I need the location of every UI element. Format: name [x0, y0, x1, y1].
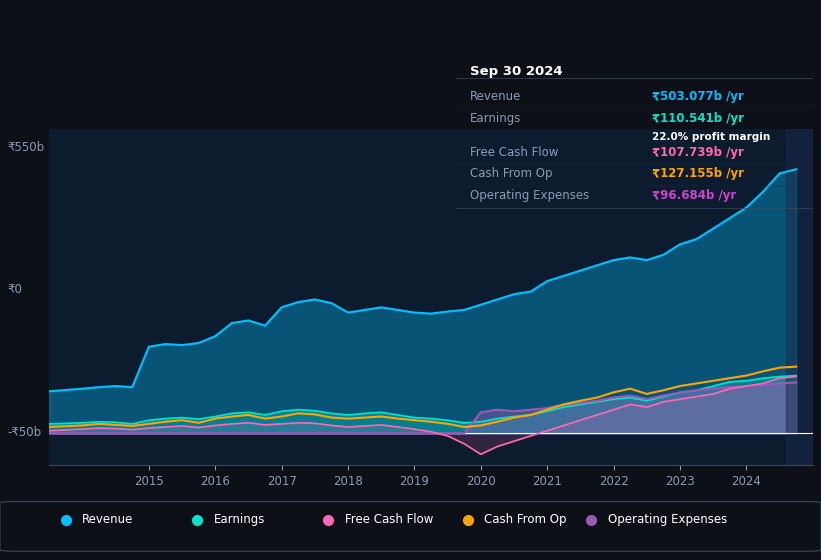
- Text: Revenue: Revenue: [82, 513, 134, 526]
- Text: ₹96.684b /yr: ₹96.684b /yr: [652, 189, 736, 202]
- Text: -₹50b: -₹50b: [7, 426, 41, 439]
- Text: 22.0% profit margin: 22.0% profit margin: [652, 132, 770, 142]
- Text: Operating Expenses: Operating Expenses: [608, 513, 727, 526]
- Text: ₹550b: ₹550b: [7, 141, 44, 153]
- Text: ₹107.739b /yr: ₹107.739b /yr: [652, 146, 744, 158]
- Text: Earnings: Earnings: [470, 112, 521, 125]
- Text: Cash From Op: Cash From Op: [484, 513, 566, 526]
- Text: Free Cash Flow: Free Cash Flow: [470, 146, 558, 158]
- Text: Cash From Op: Cash From Op: [470, 167, 553, 180]
- Text: Free Cash Flow: Free Cash Flow: [345, 513, 433, 526]
- Text: ₹503.077b /yr: ₹503.077b /yr: [652, 90, 744, 103]
- Text: Earnings: Earnings: [213, 513, 265, 526]
- Text: ₹127.155b /yr: ₹127.155b /yr: [652, 167, 744, 180]
- Text: Sep 30 2024: Sep 30 2024: [470, 65, 562, 78]
- Text: Operating Expenses: Operating Expenses: [470, 189, 589, 202]
- Bar: [787, 129, 813, 465]
- Text: ₹0: ₹0: [7, 283, 22, 296]
- Text: Revenue: Revenue: [470, 90, 521, 103]
- Text: ₹110.541b /yr: ₹110.541b /yr: [652, 112, 744, 125]
